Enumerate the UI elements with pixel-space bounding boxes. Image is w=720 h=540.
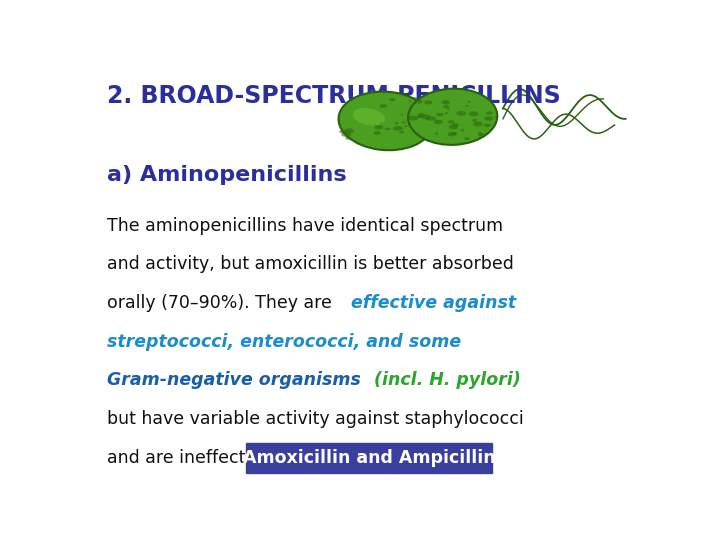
Text: and are ineffective against P. aeruginosa.: and are ineffective against P. aeruginos… [107, 449, 468, 467]
Ellipse shape [441, 100, 450, 104]
Ellipse shape [395, 122, 399, 124]
Ellipse shape [446, 108, 450, 110]
Text: but have variable activity against staphylococci: but have variable activity against staph… [107, 410, 523, 428]
Ellipse shape [415, 100, 423, 103]
Text: effective against: effective against [351, 294, 516, 312]
Ellipse shape [374, 125, 383, 130]
Ellipse shape [473, 122, 482, 126]
Ellipse shape [424, 100, 433, 104]
Ellipse shape [379, 122, 383, 124]
Ellipse shape [451, 132, 457, 135]
Ellipse shape [408, 100, 412, 102]
Ellipse shape [484, 116, 493, 120]
Ellipse shape [449, 125, 458, 130]
Ellipse shape [452, 123, 459, 126]
Ellipse shape [448, 120, 454, 124]
Text: Amoxicillin and Ampicillin: Amoxicillin and Ampicillin [243, 449, 495, 467]
Ellipse shape [341, 132, 351, 137]
Ellipse shape [379, 104, 387, 108]
Ellipse shape [444, 112, 448, 114]
Ellipse shape [461, 129, 464, 131]
Text: 2. BROAD-SPECTRUM PENICILLINS: 2. BROAD-SPECTRUM PENICILLINS [107, 84, 560, 107]
Ellipse shape [408, 89, 498, 145]
Ellipse shape [393, 126, 403, 131]
Ellipse shape [427, 116, 436, 121]
Text: (incl. H. pylori): (incl. H. pylori) [374, 371, 521, 389]
Ellipse shape [472, 119, 477, 122]
Ellipse shape [404, 125, 408, 127]
Ellipse shape [420, 114, 431, 119]
Ellipse shape [484, 124, 491, 127]
Ellipse shape [390, 98, 395, 101]
Text: a) Aminopenicillins: a) Aminopenicillins [107, 165, 346, 185]
Ellipse shape [464, 137, 469, 140]
Ellipse shape [346, 137, 351, 140]
Text: and activity, but amoxicillin is better absorbed: and activity, but amoxicillin is better … [107, 255, 513, 273]
Ellipse shape [467, 101, 471, 103]
Ellipse shape [425, 118, 429, 120]
Ellipse shape [434, 133, 438, 134]
Ellipse shape [384, 127, 391, 131]
Ellipse shape [478, 133, 485, 137]
Ellipse shape [402, 122, 406, 124]
Text: orally (70–90%). They are: orally (70–90%). They are [107, 294, 337, 312]
Ellipse shape [418, 113, 425, 117]
Ellipse shape [345, 129, 354, 133]
Ellipse shape [339, 130, 347, 133]
Ellipse shape [469, 111, 479, 116]
Ellipse shape [338, 92, 433, 150]
Ellipse shape [374, 124, 376, 125]
Ellipse shape [410, 105, 413, 106]
Text: Gram-negative organisms: Gram-negative organisms [107, 371, 366, 389]
Ellipse shape [408, 116, 418, 120]
Ellipse shape [456, 111, 466, 116]
Ellipse shape [448, 132, 456, 137]
Ellipse shape [465, 105, 469, 107]
Text: streptococci, enterococci, and some: streptococci, enterococci, and some [107, 333, 461, 350]
Text: The aminopenicillins have identical spectrum: The aminopenicillins have identical spec… [107, 217, 503, 234]
Ellipse shape [478, 132, 482, 134]
Ellipse shape [400, 131, 405, 133]
Ellipse shape [443, 105, 449, 108]
Ellipse shape [413, 97, 419, 100]
Ellipse shape [436, 113, 444, 116]
Ellipse shape [433, 120, 443, 124]
Ellipse shape [495, 116, 498, 118]
Ellipse shape [486, 111, 492, 114]
Ellipse shape [400, 114, 403, 116]
FancyBboxPatch shape [246, 443, 492, 472]
Ellipse shape [374, 131, 381, 135]
Ellipse shape [353, 108, 385, 126]
Ellipse shape [417, 116, 422, 118]
